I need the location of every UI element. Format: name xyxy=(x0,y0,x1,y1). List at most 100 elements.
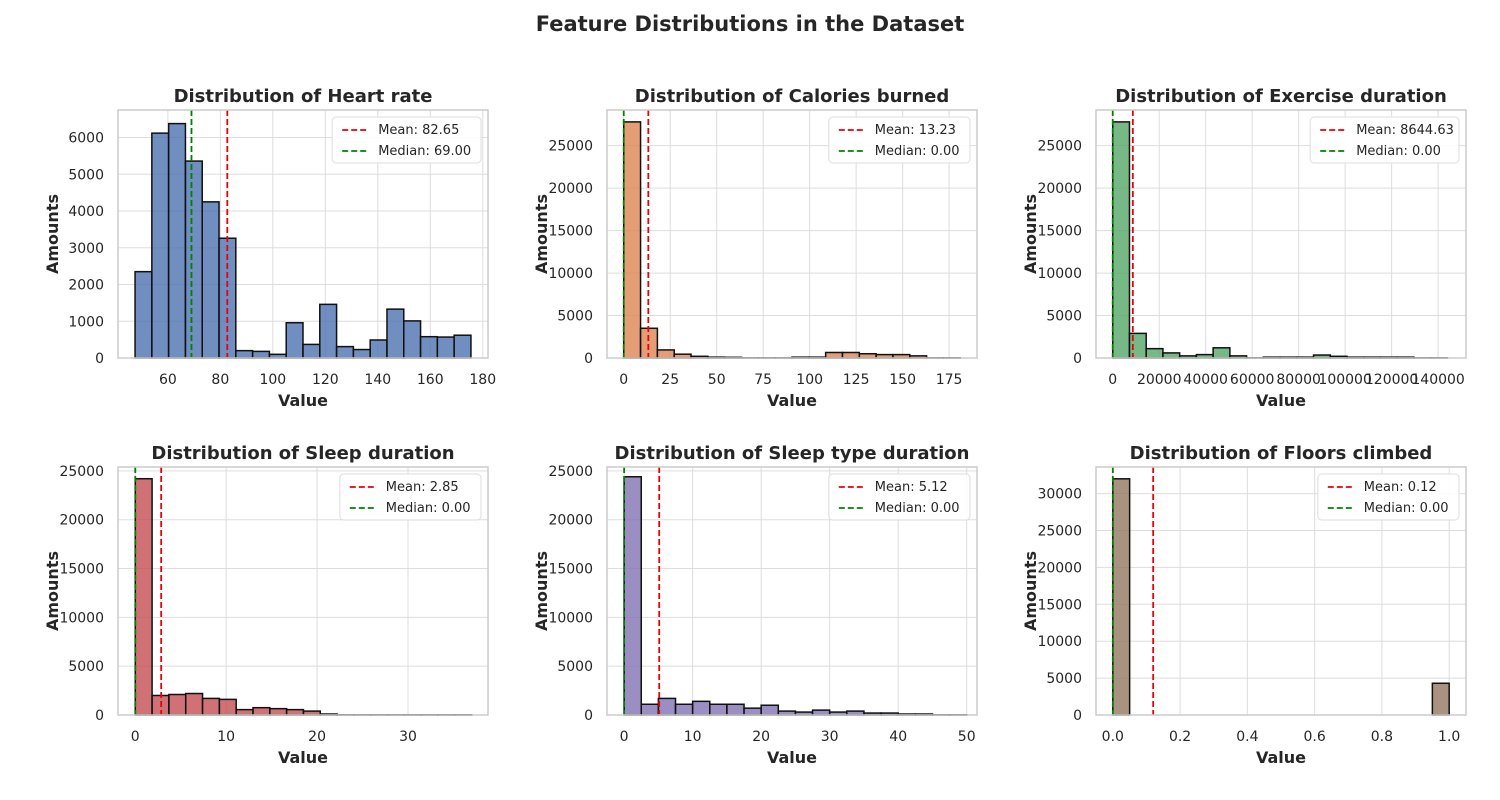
histogram-bar xyxy=(335,345,355,359)
x-tick-label: 120000 xyxy=(1365,372,1418,388)
legend-mean-label: Mean: 5.12 xyxy=(875,480,948,495)
x-tick-label: 0.0 xyxy=(1102,729,1124,745)
y-tick-label: 2000 xyxy=(68,278,104,294)
y-tick-label: 3000 xyxy=(68,241,104,257)
histogram-bar xyxy=(285,708,305,716)
y-tick-label: 25000 xyxy=(548,464,593,480)
y-tick-label: 25000 xyxy=(1037,139,1082,155)
x-axis-label: Value xyxy=(278,391,328,410)
plot-frame xyxy=(606,109,978,359)
histogram-bar xyxy=(640,703,660,716)
histogram-bar xyxy=(201,697,221,716)
histogram-bar xyxy=(841,351,861,359)
y-axis-label: Amounts xyxy=(1021,551,1040,631)
x-axis-label: Value xyxy=(1256,391,1306,410)
x-tick-label: 0.6 xyxy=(1304,729,1326,745)
x-tick-label: 10 xyxy=(217,729,235,745)
y-tick-label: 0 xyxy=(95,351,104,367)
x-tick-label: 0 xyxy=(620,729,629,745)
figure-title: Feature Distributions in the Dataset xyxy=(535,12,965,36)
histogram-bar xyxy=(151,132,170,359)
y-tick-label: 30000 xyxy=(1037,487,1082,503)
histogram-bar xyxy=(1212,347,1231,359)
x-tick-label: 160 xyxy=(417,372,444,388)
histogram-bar xyxy=(1145,347,1164,359)
y-tick-label: 15000 xyxy=(1037,597,1082,613)
y-tick-label: 0 xyxy=(95,708,104,724)
y-tick-label: 0 xyxy=(1073,708,1082,724)
y-tick-label: 10000 xyxy=(548,266,593,282)
histogram-bar xyxy=(657,697,677,716)
y-tick-label: 10000 xyxy=(1037,266,1082,282)
y-tick-label: 1000 xyxy=(68,314,104,330)
histogram-bar xyxy=(760,704,780,716)
subplot-title: Distribution of Calories burned xyxy=(635,86,949,107)
x-tick-label: 0 xyxy=(131,729,140,745)
histogram-bar xyxy=(134,477,153,716)
histogram-bar xyxy=(824,351,844,359)
x-tick-label: 30 xyxy=(399,729,417,745)
plot-frame xyxy=(117,109,489,359)
y-tick-label: 15000 xyxy=(1037,224,1082,240)
histogram-bar xyxy=(726,703,745,716)
legend-box xyxy=(1309,116,1460,164)
legend-box xyxy=(1317,473,1460,521)
legend-box xyxy=(331,116,482,164)
histogram-bar xyxy=(285,321,304,359)
histogram-bar xyxy=(319,303,338,359)
x-tick-label: 50 xyxy=(708,372,726,388)
legend: Mean: 2.85 Median: 0.00 xyxy=(339,473,482,521)
histogram-bar xyxy=(743,707,762,716)
y-tick-label: 15000 xyxy=(59,562,104,578)
y-tick-label: 20000 xyxy=(548,513,593,529)
x-tick-label: 100000 xyxy=(1318,372,1371,388)
y-tick-label: 5000 xyxy=(68,659,104,675)
legend-box xyxy=(339,473,482,521)
y-tick-label: 25000 xyxy=(1037,523,1082,539)
legend: Mean: 13.23 Median: 0.00 xyxy=(828,116,971,164)
histogram-bar xyxy=(184,160,203,359)
plot-frame xyxy=(1095,466,1467,716)
histogram-bar xyxy=(436,336,455,359)
y-tick-label: 5000 xyxy=(68,167,104,183)
histogram-bar xyxy=(369,339,388,359)
x-tick-label: 30 xyxy=(821,729,839,745)
legend-median-label: Median: 69.00 xyxy=(378,144,471,159)
histogram-bar xyxy=(386,308,405,359)
histogram-bar xyxy=(656,349,675,359)
x-tick-label: 125 xyxy=(843,372,870,388)
x-tick-label: 140 xyxy=(364,372,391,388)
y-tick-label: 5000 xyxy=(557,309,593,325)
x-tick-label: 50 xyxy=(958,729,976,745)
histogram-bar xyxy=(168,693,187,716)
y-tick-label: 15000 xyxy=(548,224,593,240)
y-axis-label: Amounts xyxy=(532,551,551,631)
legend-box xyxy=(828,116,971,164)
y-tick-label: 5000 xyxy=(1046,309,1082,325)
legend-mean-label: Mean: 0.12 xyxy=(1364,480,1437,495)
histogram-bar xyxy=(167,122,187,359)
histogram-bar xyxy=(269,707,288,716)
x-tick-label: 150 xyxy=(889,372,916,388)
x-tick-label: 80 xyxy=(211,372,229,388)
histogram-bar xyxy=(622,121,642,359)
x-tick-label: 40000 xyxy=(1183,372,1228,388)
y-axis-label: Amounts xyxy=(532,194,551,274)
x-axis-label: Value xyxy=(1256,748,1306,767)
legend-mean-label: Mean: 82.65 xyxy=(378,123,459,138)
legend-median-label: Median: 0.00 xyxy=(875,501,960,516)
histogram-bar xyxy=(251,350,271,359)
y-tick-label: 15000 xyxy=(548,562,593,578)
y-tick-label: 20000 xyxy=(1037,560,1082,576)
y-tick-label: 20000 xyxy=(1037,181,1082,197)
x-tick-label: 0.2 xyxy=(1169,729,1191,745)
histogram-bar xyxy=(352,348,371,359)
x-tick-label: 40 xyxy=(889,729,907,745)
histogram-bar xyxy=(1431,682,1450,716)
subplot-title: Distribution of Floors climbed xyxy=(1130,443,1433,464)
y-tick-label: 25000 xyxy=(548,139,593,155)
x-axis-label: Value xyxy=(278,748,328,767)
histogram-bar xyxy=(403,320,422,359)
x-tick-label: 0 xyxy=(1108,372,1117,388)
